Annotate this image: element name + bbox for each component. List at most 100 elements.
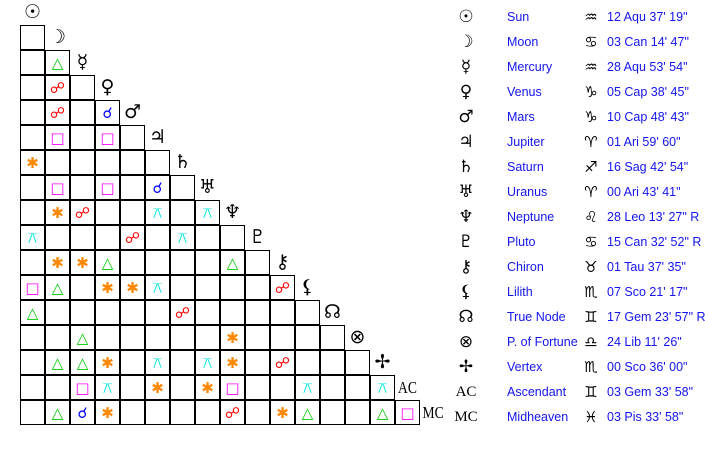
jupiter-icon: ♃: [148, 126, 167, 148]
aspect-cell: [344, 399, 370, 425]
planet-position: 28 Leo 13' 27" R: [607, 210, 700, 224]
aspect-cell: □: [69, 374, 95, 400]
planet-position: 16 Sag 42' 54": [607, 160, 689, 174]
aspect-cell: [119, 299, 145, 325]
opposition-icon: ☍: [49, 78, 66, 97]
aspect-cell: ☍: [44, 99, 70, 125]
aspect-cell: □: [94, 124, 120, 150]
cancer-icon: ♋: [584, 233, 598, 251]
planet-name: Saturn: [507, 160, 544, 174]
aspect-cell: [194, 249, 220, 275]
planet-name: Sun: [507, 10, 530, 24]
leo-icon: ♌: [584, 208, 598, 226]
aspect-cell: [19, 374, 45, 400]
aspect-cell: [44, 149, 70, 175]
vertex-icon: ✢: [458, 357, 474, 377]
aspect-cell: ⚻: [194, 199, 220, 225]
aspect-cell: [19, 99, 45, 125]
planet-name: Midheaven: [507, 410, 569, 424]
venus-icon: ♀: [100, 76, 115, 98]
sextile-icon: ✱: [26, 153, 39, 172]
aspect-cell: ⚻: [369, 374, 395, 400]
aspect-cell: [69, 74, 95, 100]
aspect-cell: [144, 149, 170, 175]
aspect-cell: □: [44, 124, 70, 150]
aspect-cell: ☍: [69, 199, 95, 225]
planet-position: 15 Can 32' 52" R: [607, 235, 702, 249]
aspect-cell: [144, 399, 170, 425]
moon-icon: ☽: [458, 32, 474, 52]
aspect-cell: △: [69, 324, 95, 350]
aspect-cell: [319, 349, 345, 375]
aspect-cell: [94, 299, 120, 325]
aspect-cell: [119, 399, 145, 425]
aspect-cell: [294, 349, 320, 375]
aspect-cell: □: [219, 374, 245, 400]
aspect-cell: ⚻: [19, 224, 45, 250]
pisces-icon: ♓: [584, 408, 598, 426]
trine-icon: △: [226, 253, 239, 272]
aspect-cell: [19, 49, 45, 75]
aspect-cell: [244, 299, 270, 325]
planet-name: Vertex: [507, 360, 543, 374]
aspect-cell: [94, 149, 120, 175]
scorpio-icon: ♏: [584, 358, 598, 376]
aspect-cell: ✱: [144, 374, 170, 400]
aspect-cell: ⚻: [144, 274, 170, 300]
ascendant-icon: AC: [398, 378, 417, 397]
aspect-cell: [69, 149, 95, 175]
saturn-icon: ♄: [173, 151, 192, 173]
conjunction-icon: ☌: [77, 403, 88, 422]
capricorn-icon: ♑: [584, 83, 598, 101]
aspect-cell: ☍: [169, 299, 195, 325]
mars-icon: ♂: [123, 101, 142, 123]
midheaven-icon: MC: [422, 403, 444, 422]
aspect-cell: △: [94, 249, 120, 275]
venus-icon: ♀: [459, 82, 473, 102]
aspect-cell: □: [394, 399, 420, 425]
aspect-cell: [169, 374, 195, 400]
aspect-cell: ✱: [219, 324, 245, 350]
planet-position: 03 Pis 33' 58": [607, 410, 684, 424]
aspect-cell: [19, 124, 45, 150]
trine-icon: △: [101, 253, 114, 272]
aspect-cell: ✱: [94, 274, 120, 300]
planet-name: Chiron: [507, 260, 544, 274]
trine-icon: △: [76, 328, 89, 347]
aspect-cell: □: [44, 174, 70, 200]
aspect-cell: ☍: [44, 74, 70, 100]
quincunx-icon: ⚻: [152, 278, 163, 297]
aspect-cell: [294, 299, 320, 325]
libra-icon: ♎: [584, 333, 598, 351]
aspect-cell: ✱: [194, 374, 220, 400]
quincunx-icon: ⚻: [377, 378, 388, 397]
aspect-cell: [119, 374, 145, 400]
quincunx-icon: ⚻: [102, 378, 113, 397]
aspect-cell: [44, 224, 70, 250]
square-icon: □: [50, 178, 65, 197]
aspect-cell: [19, 174, 45, 200]
aspect-cell: [144, 224, 170, 250]
capricorn-icon: ♑: [584, 108, 598, 126]
planet-position: 05 Cap 38' 45": [607, 85, 689, 99]
aspect-cell: ☍: [269, 349, 295, 375]
aspect-cell: [69, 174, 95, 200]
planet-position: 07 Sco 21' 17": [607, 285, 688, 299]
cancer-icon: ♋: [584, 33, 598, 51]
lilith-icon: ⚸: [459, 282, 473, 302]
aspect-cell: [269, 374, 295, 400]
aspect-cell: [219, 224, 245, 250]
planet-name: Neptune: [507, 210, 555, 224]
opposition-icon: ☍: [49, 103, 66, 122]
sagittarius-icon: ♐: [584, 158, 598, 176]
aspect-cell: [219, 274, 245, 300]
quincunx-icon: ⚻: [202, 353, 213, 372]
aspect-cell: △: [44, 49, 70, 75]
aspect-cell: ✱: [44, 249, 70, 275]
aspect-cell: [44, 374, 70, 400]
planet-name: True Node: [507, 310, 566, 324]
aspect-cell: ✱: [119, 274, 145, 300]
square-icon: □: [225, 378, 240, 397]
aspect-cell: [19, 399, 45, 425]
aspect-cell: ✱: [19, 149, 45, 175]
